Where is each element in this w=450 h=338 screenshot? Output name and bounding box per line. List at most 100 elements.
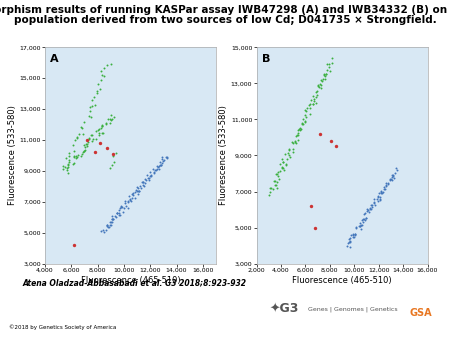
- Point: [304, 105, 311, 111]
- Point: [345, 239, 352, 245]
- Point: [351, 232, 359, 237]
- Point: [390, 175, 397, 180]
- Point: [377, 189, 384, 195]
- Point: [71, 153, 78, 159]
- Point: [104, 62, 111, 68]
- Point: [73, 154, 80, 159]
- Point: [151, 167, 158, 172]
- Point: [99, 130, 106, 136]
- Point: [131, 189, 139, 194]
- Point: [293, 140, 300, 145]
- Point: [95, 127, 103, 132]
- Point: [308, 203, 315, 209]
- Point: [86, 113, 93, 119]
- Point: [267, 186, 274, 191]
- Point: [266, 190, 273, 195]
- Point: [93, 89, 100, 94]
- Point: [134, 185, 141, 190]
- Point: [307, 101, 314, 107]
- Point: [316, 131, 324, 137]
- Point: [301, 119, 308, 125]
- Point: [112, 214, 120, 220]
- Point: [378, 189, 385, 194]
- Point: [302, 118, 309, 123]
- Point: [273, 171, 280, 176]
- Point: [382, 187, 389, 192]
- Point: [104, 224, 112, 230]
- Point: [100, 73, 108, 78]
- Point: [132, 196, 139, 201]
- Point: [306, 112, 314, 117]
- Point: [295, 126, 302, 131]
- Point: [376, 190, 383, 195]
- Point: [366, 205, 373, 211]
- Point: [65, 150, 72, 156]
- Point: [106, 224, 113, 230]
- Point: [274, 185, 281, 190]
- Point: [393, 168, 400, 173]
- Point: [358, 222, 365, 227]
- Point: [100, 65, 108, 71]
- Point: [107, 113, 114, 118]
- Point: [357, 226, 364, 231]
- Point: [385, 181, 392, 187]
- Point: [104, 222, 111, 227]
- Point: [128, 196, 135, 201]
- Point: [61, 165, 68, 170]
- Point: [378, 191, 386, 196]
- Point: [80, 143, 87, 148]
- Point: [86, 136, 93, 141]
- Point: [94, 127, 101, 132]
- Point: [63, 167, 70, 173]
- Point: [133, 188, 140, 193]
- Point: [328, 56, 336, 61]
- Point: [72, 153, 80, 159]
- Point: [108, 163, 116, 168]
- Point: [383, 184, 390, 189]
- Point: [312, 89, 319, 95]
- Point: [361, 218, 369, 223]
- X-axis label: Fluorescence (465-510): Fluorescence (465-510): [81, 275, 180, 285]
- Point: [91, 95, 98, 100]
- Point: [125, 206, 132, 211]
- Point: [288, 139, 296, 145]
- Point: [117, 204, 125, 210]
- Point: [351, 232, 358, 237]
- Point: [91, 150, 99, 155]
- Point: [136, 188, 143, 194]
- Point: [103, 223, 110, 229]
- Point: [146, 177, 153, 183]
- Point: [361, 211, 369, 216]
- Point: [318, 82, 325, 88]
- Point: [303, 108, 310, 114]
- Point: [297, 125, 304, 130]
- Text: ✦G3: ✦G3: [270, 303, 299, 316]
- Point: [379, 189, 386, 195]
- Point: [289, 150, 296, 155]
- Point: [157, 159, 164, 164]
- Point: [99, 122, 106, 128]
- Point: [310, 102, 317, 107]
- Point: [69, 161, 76, 166]
- Point: [97, 86, 104, 91]
- Point: [154, 165, 161, 170]
- Point: [365, 210, 372, 215]
- Point: [275, 177, 282, 182]
- Point: [299, 116, 306, 122]
- Point: [74, 153, 81, 158]
- Point: [323, 71, 330, 77]
- Point: [103, 145, 110, 150]
- Point: [322, 73, 329, 79]
- Point: [313, 92, 320, 98]
- Point: [72, 155, 79, 161]
- Point: [390, 173, 397, 179]
- Point: [140, 179, 147, 185]
- Point: [353, 225, 360, 231]
- Point: [357, 220, 364, 226]
- Point: [144, 172, 151, 177]
- Point: [388, 172, 395, 178]
- Point: [282, 151, 289, 157]
- Point: [309, 93, 316, 98]
- Point: [386, 176, 393, 182]
- Text: ©2018 by Genetics Society of America: ©2018 by Genetics Society of America: [9, 324, 117, 330]
